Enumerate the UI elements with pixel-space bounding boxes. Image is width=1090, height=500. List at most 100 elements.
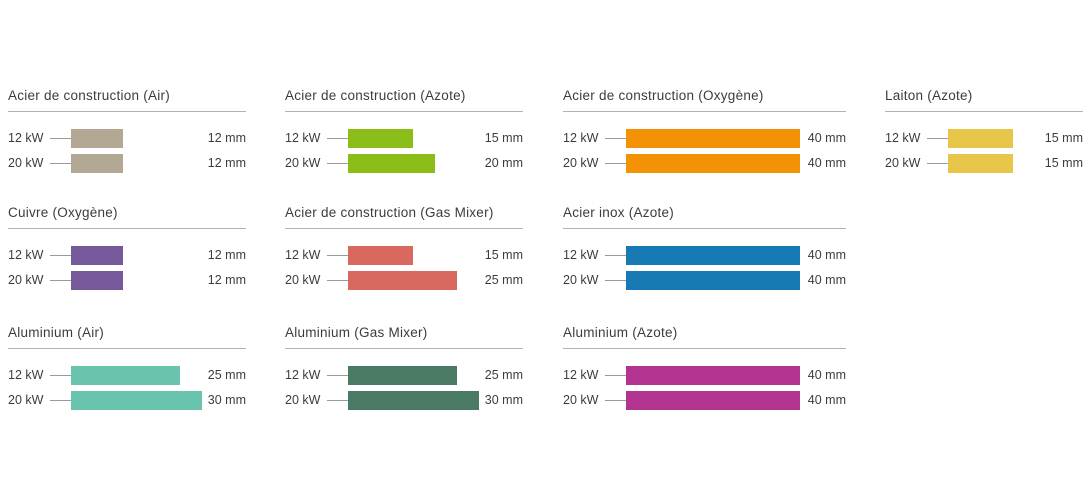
- bar-12kw: [626, 129, 800, 148]
- leader-line: [327, 375, 348, 376]
- bars: 12 kW 25 mm 20 kW 30 mm: [285, 366, 523, 410]
- chart-acier-construction-air: Acier de construction (Air) 12 kW 12 mm …: [8, 88, 246, 179]
- power-label: 12 kW: [8, 368, 44, 383]
- bar-row-20kw: 20 kW 15 mm: [885, 154, 1083, 173]
- bars: 12 kW 40 mm 20 kW 40 mm: [563, 366, 846, 410]
- power-label: 12 kW: [563, 248, 599, 263]
- leader-line: [327, 138, 348, 139]
- lead: 20 kW: [8, 394, 71, 407]
- lead: 12 kW: [8, 249, 71, 262]
- bars: 12 kW 40 mm 20 kW 40 mm: [563, 129, 846, 173]
- bars: 12 kW 40 mm 20 kW 40 mm: [563, 246, 846, 290]
- bar-row-12kw: 12 kW 40 mm: [563, 366, 846, 385]
- bars: 12 kW 15 mm 20 kW 20 mm: [285, 129, 523, 173]
- lead: 20 kW: [8, 157, 71, 170]
- bars: 12 kW 15 mm 20 kW 25 mm: [285, 246, 523, 290]
- lead: 12 kW: [563, 132, 626, 145]
- power-label: 20 kW: [8, 273, 44, 288]
- chart-title: Aluminium (Air): [8, 325, 105, 340]
- bar-12kw: [71, 366, 180, 385]
- bar-12kw: [71, 246, 124, 265]
- chart-title: Acier de construction (Azote): [285, 88, 466, 103]
- leader-line: [327, 163, 348, 164]
- bars: 12 kW 12 mm 20 kW 12 mm: [8, 246, 246, 290]
- lead: 12 kW: [285, 132, 348, 145]
- divider: [8, 228, 246, 229]
- value-label-12kw: 12 mm: [207, 248, 246, 263]
- power-label: 20 kW: [285, 393, 321, 408]
- chart-title: Acier inox (Azote): [563, 205, 675, 220]
- value-label-20kw: 12 mm: [207, 273, 246, 288]
- chart-aluminium-azote: Aluminium (Azote) 12 kW 40 mm 20 kW 40 m…: [563, 325, 846, 416]
- leader-line: [50, 280, 71, 281]
- value-label-20kw: 25 mm: [484, 273, 523, 288]
- chart-laiton-azote: Laiton (Azote) 12 kW 15 mm 20 kW 15 mm: [885, 88, 1083, 179]
- lead: 12 kW: [885, 132, 948, 145]
- value-label-20kw: 20 mm: [484, 156, 523, 171]
- leader-line: [327, 255, 348, 256]
- divider: [885, 111, 1083, 112]
- bars: 12 kW 12 mm 20 kW 12 mm: [8, 129, 246, 173]
- bars: 12 kW 15 mm 20 kW 15 mm: [885, 129, 1083, 173]
- value-label-20kw: 40 mm: [807, 393, 846, 408]
- value-label-20kw: 12 mm: [207, 156, 246, 171]
- value-label-20kw: 15 mm: [1044, 156, 1083, 171]
- chart-acier-inox-azote: Acier inox (Azote) 12 kW 40 mm 20 kW 40 …: [563, 205, 846, 296]
- bar-row-20kw: 20 kW 30 mm: [285, 391, 523, 410]
- lead: 20 kW: [563, 394, 626, 407]
- divider: [285, 228, 523, 229]
- bar-20kw: [626, 154, 800, 173]
- chart-cuivre-oxygene: Cuivre (Oxygène) 12 kW 12 mm 20 kW 12 mm: [8, 205, 246, 296]
- bar-row-20kw: 20 kW 12 mm: [8, 154, 246, 173]
- divider: [8, 111, 246, 112]
- bar-row-12kw: 12 kW 12 mm: [8, 129, 246, 148]
- lead: 20 kW: [8, 274, 71, 287]
- leader-line: [50, 163, 71, 164]
- lead: 12 kW: [563, 249, 626, 262]
- chart-title: Acier de construction (Gas Mixer): [285, 205, 494, 220]
- value-label-12kw: 40 mm: [807, 131, 846, 146]
- lead: 20 kW: [285, 157, 348, 170]
- power-label: 20 kW: [885, 156, 921, 171]
- chart-title: Aluminium (Azote): [563, 325, 678, 340]
- chart-acier-construction-oxygene: Acier de construction (Oxygène) 12 kW 40…: [563, 88, 846, 179]
- bar-12kw: [626, 366, 800, 385]
- power-label: 12 kW: [8, 131, 44, 146]
- bar-12kw: [348, 366, 457, 385]
- divider: [563, 228, 846, 229]
- bar-row-12kw: 12 kW 40 mm: [563, 129, 846, 148]
- leader-line: [605, 400, 626, 401]
- bar-row-20kw: 20 kW 12 mm: [8, 271, 246, 290]
- bar-row-12kw: 12 kW 15 mm: [285, 129, 523, 148]
- power-label: 12 kW: [563, 368, 599, 383]
- value-label-12kw: 12 mm: [207, 131, 246, 146]
- bars: 12 kW 25 mm 20 kW 30 mm: [8, 366, 246, 410]
- bar-row-12kw: 12 kW 25 mm: [285, 366, 523, 385]
- leader-line: [50, 138, 71, 139]
- value-label-12kw: 15 mm: [484, 131, 523, 146]
- lead: 12 kW: [8, 132, 71, 145]
- power-label: 20 kW: [563, 156, 599, 171]
- bar-row-12kw: 12 kW 12 mm: [8, 246, 246, 265]
- value-label-12kw: 40 mm: [807, 368, 846, 383]
- lead: 20 kW: [285, 274, 348, 287]
- value-label-12kw: 25 mm: [207, 368, 246, 383]
- power-label: 20 kW: [8, 393, 44, 408]
- bar-20kw: [348, 271, 457, 290]
- bar-row-20kw: 20 kW 40 mm: [563, 391, 846, 410]
- bar-20kw: [71, 154, 124, 173]
- power-label: 12 kW: [563, 131, 599, 146]
- leader-line: [50, 255, 71, 256]
- power-label: 20 kW: [285, 273, 321, 288]
- leader-line: [605, 163, 626, 164]
- divider: [563, 111, 846, 112]
- power-label: 20 kW: [563, 393, 599, 408]
- lead: 12 kW: [8, 369, 71, 382]
- leader-line: [605, 375, 626, 376]
- value-label-12kw: 15 mm: [484, 248, 523, 263]
- power-label: 12 kW: [285, 248, 321, 263]
- power-label: 12 kW: [885, 131, 921, 146]
- bar-row-20kw: 20 kW 40 mm: [563, 154, 846, 173]
- value-label-12kw: 40 mm: [807, 248, 846, 263]
